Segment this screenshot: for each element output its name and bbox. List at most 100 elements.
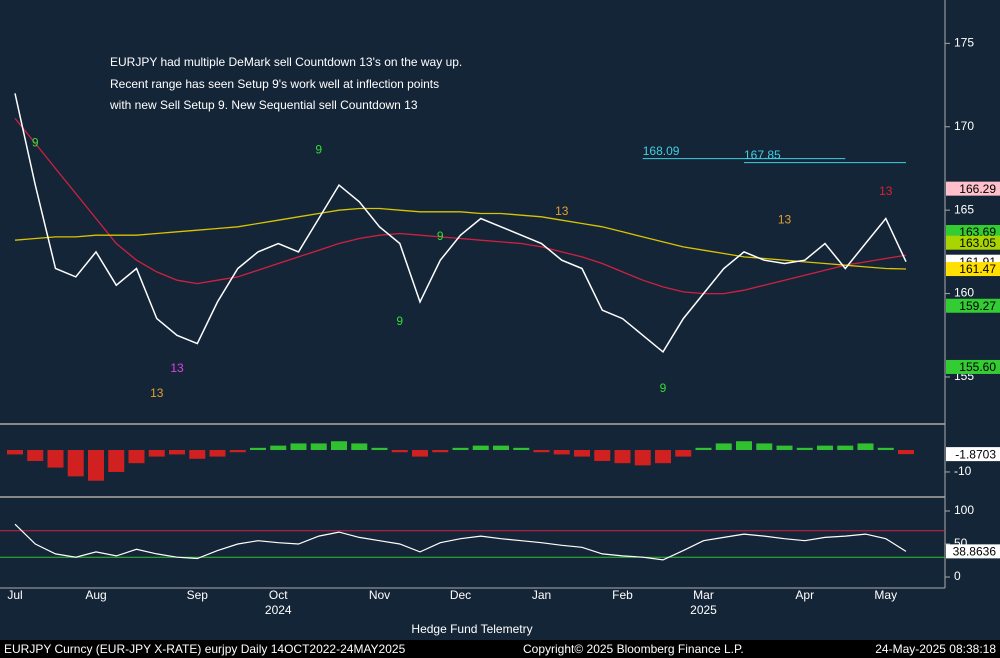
histogram-bar — [47, 450, 64, 468]
demark-count: 9 — [437, 229, 444, 243]
histogram-bar — [290, 443, 307, 451]
x-tick-label: Oct — [269, 588, 288, 602]
histogram-bar — [270, 445, 287, 451]
histogram-bar — [391, 450, 408, 453]
price-tag — [946, 262, 1000, 277]
histogram-bar — [817, 445, 833, 451]
price-tag — [946, 447, 1000, 462]
y-tick-label: 170 — [954, 119, 974, 133]
x-tick-label: Mar — [693, 588, 714, 602]
year-label: 2025 — [690, 603, 717, 617]
x-tick-label: Feb — [612, 588, 633, 602]
level-label: 167.85 — [744, 148, 781, 162]
histogram-bar — [715, 443, 732, 451]
histogram-bar — [88, 450, 104, 481]
price-tag-label: 163.69 — [959, 225, 996, 239]
histogram-bar — [189, 450, 206, 459]
histogram-bar — [675, 450, 692, 457]
price-tag — [946, 544, 1000, 559]
level-label: 168.09 — [643, 144, 680, 158]
moving-average — [14, 117, 907, 295]
histogram-bar — [331, 441, 347, 451]
price-tag-label: 155.60 — [959, 360, 996, 374]
annotation: EURJPY had multiple DeMark sell Countdow… — [110, 55, 462, 69]
x-tick-label: Apr — [795, 588, 814, 602]
price-tag-label: 38.8636 — [953, 545, 997, 559]
x-tick-label: Dec — [450, 588, 471, 602]
histogram-bar — [67, 450, 84, 477]
demark-count: 9 — [32, 136, 39, 150]
histogram-bar — [493, 445, 509, 451]
histogram-bar — [736, 441, 752, 451]
histogram-bar — [898, 450, 914, 455]
histogram-bar — [452, 447, 469, 451]
y-tick-label: 100 — [954, 503, 974, 517]
histogram-bar — [695, 447, 712, 451]
oscillator-line — [14, 523, 907, 561]
histogram-bar — [634, 450, 651, 466]
annotation: with new Sell Setup 9. New Sequential se… — [109, 98, 418, 112]
y-tick-label: 175 — [954, 36, 974, 50]
ticker: EURJPY Curncy (EUR-JPY X-RATE) eurjpy Da… — [4, 642, 406, 656]
histogram-bar — [837, 445, 854, 451]
histogram-bar — [412, 450, 428, 457]
price-tag — [946, 298, 1000, 313]
footer-title: Hedge Fund Telemetry — [411, 622, 532, 636]
histogram-bar — [310, 443, 327, 451]
y-tick-label: -10 — [954, 464, 972, 478]
histogram-bar — [513, 447, 530, 451]
histogram-bar — [351, 443, 368, 451]
annotation: Recent range has seen Setup 9's work wel… — [110, 77, 439, 91]
price-tag-label: 163.05 — [959, 236, 996, 250]
histogram-bar — [371, 447, 388, 451]
x-tick-label: Jul — [7, 588, 22, 602]
histogram-bar — [209, 450, 226, 457]
background — [0, 0, 1000, 640]
histogram-bar — [27, 450, 44, 461]
histogram-bar — [553, 450, 570, 455]
histogram-bar — [229, 450, 246, 453]
price-tag — [946, 359, 1000, 374]
price-line — [14, 93, 907, 354]
price-tag-label: -1.8703 — [955, 447, 996, 461]
histogram-bar — [796, 447, 813, 451]
price-tag-label: 166.29 — [959, 182, 996, 196]
year-label: 2024 — [265, 603, 292, 617]
x-tick-label: Jan — [532, 588, 551, 602]
histogram-bar — [877, 447, 894, 451]
histogram-bar — [128, 450, 145, 464]
y-tick-label: 0 — [954, 569, 961, 583]
x-tick-label: Sep — [187, 588, 209, 602]
price-tag — [946, 235, 1000, 250]
demark-count: 9 — [315, 142, 322, 156]
histogram-bar — [756, 443, 773, 451]
histogram-bar — [857, 443, 874, 451]
histogram-bar — [7, 450, 23, 455]
histogram-bar — [533, 450, 550, 453]
y-tick-label: 160 — [954, 286, 974, 300]
histogram-bar — [432, 450, 449, 453]
price-tag-label: 161.47 — [959, 262, 996, 276]
demark-count: 13 — [778, 212, 792, 226]
histogram-bar — [148, 450, 165, 457]
price-tag-label: 159.27 — [959, 299, 996, 313]
histogram-bar — [108, 450, 125, 472]
histogram-bar — [594, 450, 611, 461]
demark-count: 13 — [879, 184, 893, 198]
price-tag — [946, 181, 1000, 196]
copyright: Copyright© 2025 Bloomberg Finance L.P. — [523, 642, 744, 656]
x-tick-label: May — [874, 588, 897, 602]
histogram-bar — [250, 447, 266, 451]
timestamp: 24-May-2025 08:38:18 — [875, 642, 996, 656]
demark-count: 9 — [660, 381, 667, 395]
histogram-bar — [169, 450, 185, 455]
histogram-bar — [574, 450, 590, 457]
demark-count: 13 — [150, 386, 164, 400]
x-tick-label: Nov — [369, 588, 390, 602]
x-tick-label: Aug — [85, 588, 106, 602]
demark-count: 9 — [396, 314, 403, 328]
y-tick-label: 165 — [954, 202, 974, 216]
demark-count: 13 — [170, 361, 184, 375]
